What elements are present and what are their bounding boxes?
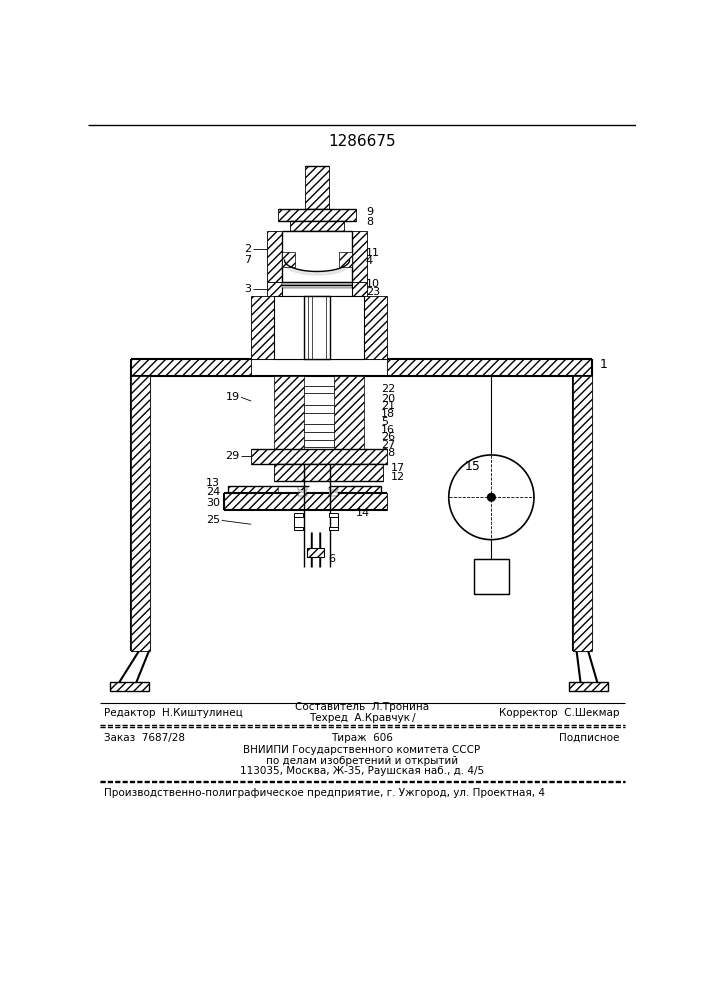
Bar: [329, 513, 338, 517]
Bar: [304, 405, 327, 413]
Text: 3: 3: [244, 284, 251, 294]
Text: 7: 7: [244, 255, 251, 265]
Text: Тираж  606: Тираж 606: [331, 733, 393, 743]
Text: Составитель  Л.Тронина: Составитель Л.Тронина: [295, 702, 429, 712]
Text: 12: 12: [391, 472, 404, 482]
Bar: [352, 231, 368, 282]
Text: 18: 18: [381, 409, 395, 419]
Bar: [311, 424, 334, 432]
Text: 113035, Москва, Ж-35, Раушская наб., д. 4/5: 113035, Москва, Ж-35, Раушская наб., д. …: [240, 766, 484, 776]
Text: по делам изобретений и открытий: по делам изобретений и открытий: [266, 756, 458, 766]
Bar: [274, 376, 304, 449]
Bar: [311, 440, 334, 447]
Bar: [307, 548, 324, 557]
Bar: [329, 492, 338, 496]
Bar: [251, 449, 387, 464]
Text: 1286675: 1286675: [328, 134, 396, 149]
Bar: [131, 359, 251, 376]
Text: 26: 26: [381, 432, 395, 442]
Text: 23: 23: [366, 287, 380, 297]
Text: 8: 8: [366, 217, 373, 227]
Bar: [228, 486, 279, 493]
Bar: [267, 231, 282, 282]
Text: 22: 22: [381, 384, 396, 394]
Text: Корректор  С.Шекмар: Корректор С.Шекмар: [498, 708, 619, 718]
Bar: [267, 282, 282, 307]
Bar: [110, 682, 149, 691]
Text: 19: 19: [226, 392, 240, 402]
Bar: [363, 296, 387, 359]
Text: 20: 20: [381, 394, 395, 404]
Bar: [311, 405, 334, 413]
Text: 27: 27: [381, 440, 396, 450]
Bar: [569, 682, 607, 691]
Text: 11: 11: [366, 248, 380, 258]
Bar: [298, 492, 307, 496]
Bar: [304, 440, 327, 447]
Bar: [329, 527, 338, 530]
Text: 9: 9: [366, 207, 373, 217]
Bar: [298, 487, 307, 490]
Bar: [305, 166, 329, 209]
Text: 21: 21: [381, 401, 395, 411]
Text: ВНИИПИ Государственного комитета СССР: ВНИИПИ Государственного комитета СССР: [243, 745, 481, 755]
Bar: [573, 376, 592, 651]
Text: 28: 28: [381, 448, 396, 458]
Bar: [282, 231, 352, 282]
Text: 15: 15: [464, 460, 480, 473]
Bar: [311, 386, 334, 393]
Bar: [279, 209, 356, 221]
Bar: [282, 252, 295, 267]
Text: 25: 25: [206, 515, 220, 525]
Bar: [293, 513, 303, 517]
Text: 29: 29: [226, 451, 240, 461]
Text: 2: 2: [244, 244, 251, 254]
Bar: [304, 440, 334, 447]
Text: 6: 6: [329, 554, 336, 564]
Bar: [304, 424, 334, 432]
Bar: [304, 386, 334, 393]
Bar: [334, 376, 363, 449]
Bar: [304, 424, 327, 432]
Text: 5: 5: [381, 417, 388, 427]
Text: 4: 4: [366, 256, 373, 266]
Bar: [339, 252, 352, 267]
Bar: [474, 559, 509, 594]
Text: 24: 24: [206, 487, 220, 497]
Bar: [274, 296, 363, 359]
Text: 17: 17: [391, 463, 404, 473]
Text: Заказ  7687/28: Заказ 7687/28: [104, 733, 185, 743]
Text: Техред  А.Кравчук /: Техред А.Кравчук /: [309, 713, 415, 723]
Bar: [304, 296, 330, 359]
Bar: [282, 283, 352, 288]
Circle shape: [488, 493, 495, 501]
Circle shape: [449, 455, 534, 540]
Text: 10: 10: [366, 279, 380, 289]
Text: 1: 1: [600, 358, 608, 371]
Text: 16: 16: [381, 425, 395, 435]
Text: Редактор  Н.Киштулинец: Редактор Н.Киштулинец: [104, 708, 243, 718]
Text: 13: 13: [206, 478, 220, 488]
Text: 30: 30: [206, 498, 220, 508]
Bar: [282, 282, 352, 296]
Bar: [251, 296, 274, 359]
Text: Подписное: Подписное: [559, 733, 619, 743]
Bar: [293, 527, 303, 530]
Bar: [352, 282, 368, 307]
Bar: [304, 405, 334, 413]
Bar: [290, 221, 344, 231]
Text: Производственно-полиграфическое предприятие, г. Ужгород, ул. Проектная, 4: Производственно-полиграфическое предприя…: [104, 788, 545, 798]
Bar: [330, 486, 380, 493]
Bar: [387, 359, 592, 376]
Text: 14: 14: [356, 508, 370, 518]
Bar: [224, 493, 387, 510]
Bar: [274, 464, 383, 481]
Bar: [131, 376, 151, 651]
Bar: [329, 487, 338, 490]
Bar: [304, 386, 327, 393]
